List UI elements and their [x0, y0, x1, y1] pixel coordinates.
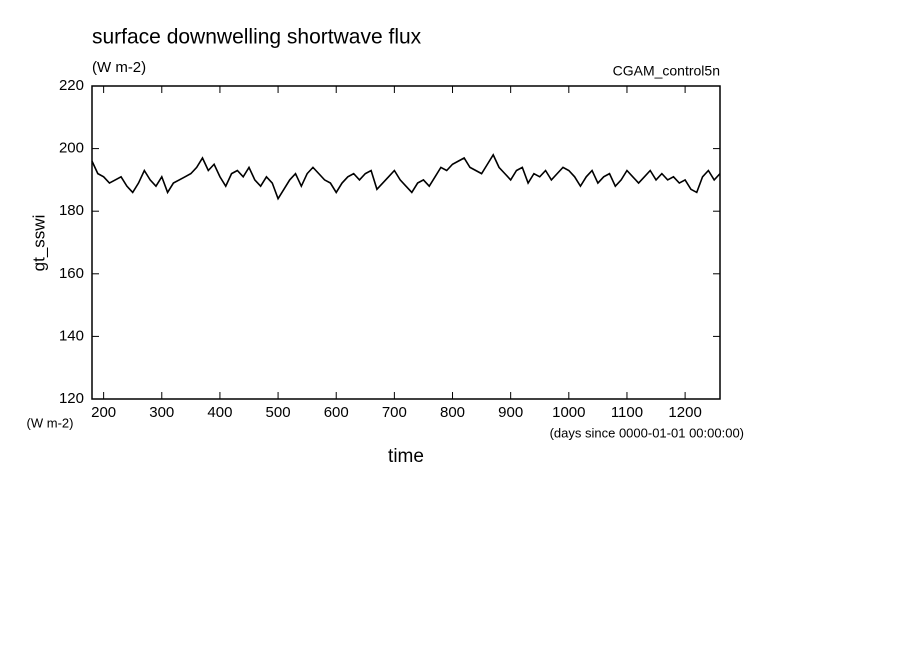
x-tick-label: 1200	[668, 404, 701, 421]
x-tick-label: 800	[440, 404, 465, 421]
y-tick-label: 140	[59, 327, 84, 344]
x-tick-label: 700	[382, 404, 407, 421]
x-tick-label: 900	[498, 404, 523, 421]
data-line	[91, 153, 721, 201]
y-tick-label: 180	[59, 202, 84, 219]
chart-subtitle: (W m-2)	[92, 59, 146, 76]
x-axis-label: time	[388, 446, 424, 467]
y-tick-label: 200	[59, 140, 84, 157]
x-tick-label: 1100	[611, 404, 643, 421]
x-tick-label: 200	[91, 404, 116, 421]
x-tick-label: 1000	[552, 404, 585, 421]
annotation: CGAM_control5n	[613, 63, 720, 79]
x-tick-label: 600	[324, 404, 349, 421]
y-units: (W m-2)	[27, 415, 74, 430]
x-tick-label: 300	[149, 404, 174, 421]
x-units: (days since 0000-01-01 00:00:00)	[550, 425, 744, 440]
y-tick-label: 120	[59, 390, 84, 407]
y-tick-label: 220	[59, 77, 84, 94]
y-axis-label: gt_sswi	[29, 215, 48, 272]
plot-frame	[91, 85, 721, 400]
chart-title: surface downwelling shortwave flux	[92, 26, 422, 49]
x-tick-label: 500	[266, 404, 291, 421]
y-tick-label: 160	[59, 265, 84, 282]
x-tick-label: 400	[207, 404, 232, 421]
